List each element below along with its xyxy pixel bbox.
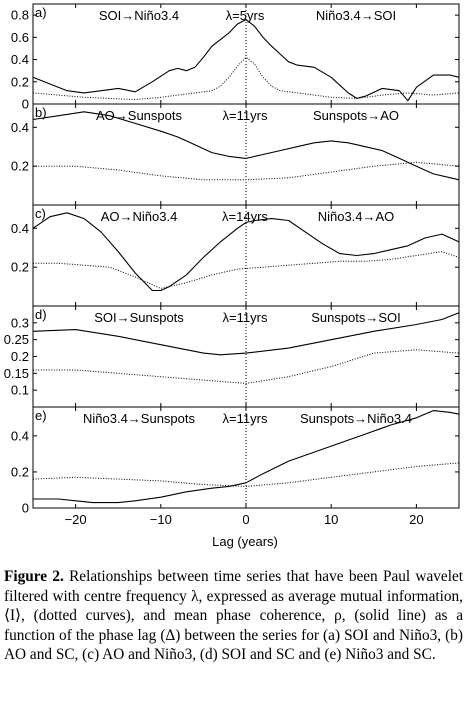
x-tick-label: −20: [65, 512, 87, 527]
panel-2-mutual-information-curve: [33, 161, 460, 181]
panel-4-mutual-information-curve: [33, 349, 460, 384]
x-tick-label: 10: [324, 512, 338, 527]
panel-5-right-label: Sunspots→Niño3.4: [300, 411, 412, 426]
panel-3-lambda-label: λ=14yrs: [222, 209, 268, 224]
chart-svg: 0 0.2 0.4 0.6 0.8 a) SOI→Niño3.4 λ=5yrs Niño3.4→…: [4, 3, 460, 549]
panel-4-phase-coherence-curve: [32, 312, 460, 356]
x-axis-title: Lag (years): [212, 534, 278, 549]
panel-3-ytick-label: 0.4: [11, 221, 29, 236]
panel-5-ytick-label: 0.2: [11, 464, 29, 479]
panel-3-right-label: Niño3.4→AO: [318, 209, 395, 224]
panel-5-lambda-label: λ=11yrs: [223, 411, 268, 426]
caption-text: Relationships between time series that h…: [4, 568, 463, 663]
panel-1-ytick-label: 0.4: [11, 52, 29, 67]
panel-2-left-label: AO→Sunspots: [96, 108, 182, 123]
panel-1-right-label: Niño3.4→SOI: [316, 8, 396, 23]
panel-4-ytick-label: 0.2: [11, 349, 29, 364]
panel-1-ytick-label: 0.6: [11, 30, 29, 45]
panel-5-phase-coherence-curve: [33, 410, 460, 504]
panel-1-letter: a): [35, 5, 47, 20]
x-tick-label: 20: [409, 512, 423, 527]
panel-5-ytick-label: 0.4: [11, 428, 29, 443]
panel-4-right-label: Sunspots→SOI: [311, 310, 401, 325]
panel-4-left-label: SOI→Sunspots: [94, 310, 184, 325]
panel-4-ytick-label: 0.15: [4, 366, 29, 381]
panel-4-ytick-label: 0.3: [11, 315, 29, 330]
panel-2-phase-coherence-curve: [32, 111, 460, 181]
panel-5-left-label: Niño3.4→Sunspots: [83, 411, 196, 426]
panel-1-ytick-label: 0.2: [11, 74, 29, 89]
panel-5-letter: e): [35, 408, 47, 423]
panel-1-ytick-label: 0: [22, 97, 29, 112]
x-tick-label: −10: [150, 512, 172, 527]
panel-2-lambda-label: λ=11yrs: [223, 108, 268, 123]
panel-4-ytick-label: 0.25: [4, 332, 29, 347]
panel-3-letter: c): [35, 206, 46, 221]
caption-label: Figure 2.: [4, 568, 64, 585]
panel-2-right-label: Sunspots→AO: [313, 108, 399, 123]
panel-1-mutual-information-curve: [32, 56, 460, 101]
figure: 0 0.2 0.4 0.6 0.8 a) SOI→Niño3.4 λ=5yrs Niño3.4→…: [4, 3, 460, 549]
panel-2-ytick-label: 0.4: [11, 120, 29, 135]
panel-5-ytick-label: 0: [22, 501, 29, 516]
panel-3-left-label: AO→Niño3.4: [101, 209, 178, 224]
panel-1-left-label: SOI→Niño3.4: [99, 8, 179, 23]
panel-1-phase-coherence-curve: [32, 19, 460, 102]
panel-3-mutual-information-curve: [33, 251, 460, 289]
x-tick-label: 0: [242, 512, 249, 527]
panel-2-ytick-label: 0.2: [11, 159, 29, 174]
panel-4-lambda-label: λ=11yrs: [223, 310, 268, 325]
panel-5-mutual-information-curve: [32, 462, 460, 487]
panel-4-ytick-label: 0.1: [11, 383, 29, 398]
panel-1-ytick-label: 0.8: [11, 8, 29, 23]
panel-3-ytick-label: 0.2: [11, 260, 29, 275]
panel-3-phase-coherence-curve: [32, 212, 460, 292]
figure-caption: Figure 2. Relationships between time ser…: [4, 567, 463, 665]
panel-4-letter: d): [35, 307, 47, 322]
panel-2-letter: b): [35, 105, 47, 120]
panel-1-lambda-label: λ=5yrs: [226, 8, 265, 23]
